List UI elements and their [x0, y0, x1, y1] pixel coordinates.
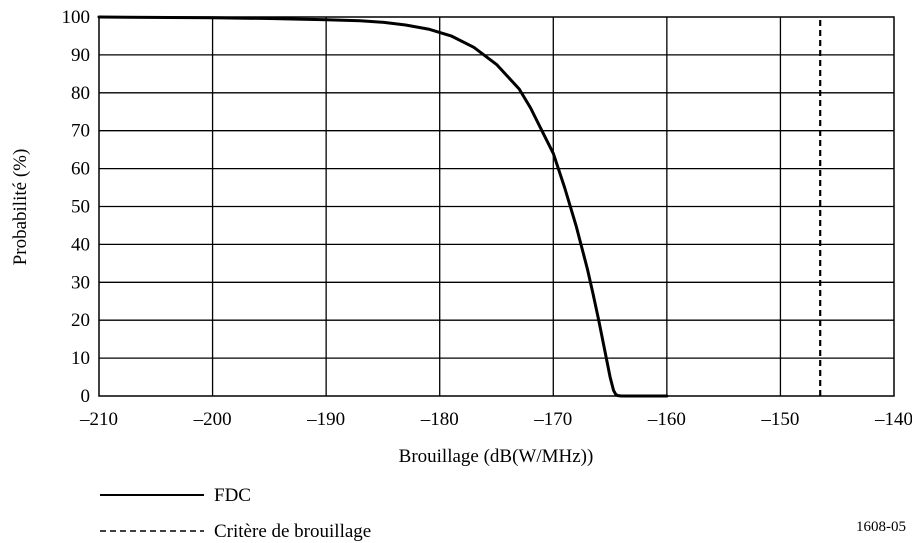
legend: FDC Critère de brouillage — [100, 485, 371, 542]
y-tick-label: 20 — [71, 310, 90, 331]
x-tick-label: –180 — [420, 409, 459, 430]
plot-frame — [98, 16, 895, 397]
y-tick-label: 30 — [71, 272, 90, 293]
y-tick-labels: 0 10 20 30 40 50 60 70 80 90 100 — [62, 7, 91, 407]
y-tick-label: 0 — [81, 386, 91, 407]
x-tick-label: –210 — [79, 409, 118, 430]
grid-lines — [99, 17, 894, 396]
y-tick-label: 50 — [71, 197, 90, 218]
x-tick-label: –140 — [874, 409, 912, 430]
x-tick-label: –170 — [533, 409, 572, 430]
x-tick-label: –150 — [760, 409, 799, 430]
figure-id: 1608-05 — [856, 519, 906, 535]
x-tick-label: –160 — [647, 409, 686, 430]
y-tick-label: 70 — [71, 121, 90, 142]
y-tick-label: 90 — [71, 45, 90, 66]
series-line-fdc — [97, 15, 669, 398]
y-tick-label: 100 — [62, 7, 91, 28]
y-tick-label: 60 — [71, 159, 90, 180]
y-tick-label: 10 — [71, 348, 90, 369]
legend-label-critere: Critère de brouillage — [214, 521, 371, 542]
x-axis-title: Brouillage (dB(W/MHz)) — [399, 446, 594, 467]
x-tick-label: –200 — [193, 409, 232, 430]
y-tick-label: 80 — [71, 83, 90, 104]
y-tick-label: 40 — [71, 234, 90, 255]
y-axis-title: Probabilité (%) — [10, 149, 31, 266]
series-layer — [97, 15, 822, 398]
x-tick-label: –190 — [306, 409, 345, 430]
legend-label-fdc: FDC — [214, 485, 251, 506]
x-tick-labels: –210 –200 –190 –180 –170 –160 –150 –140 — [79, 409, 912, 430]
